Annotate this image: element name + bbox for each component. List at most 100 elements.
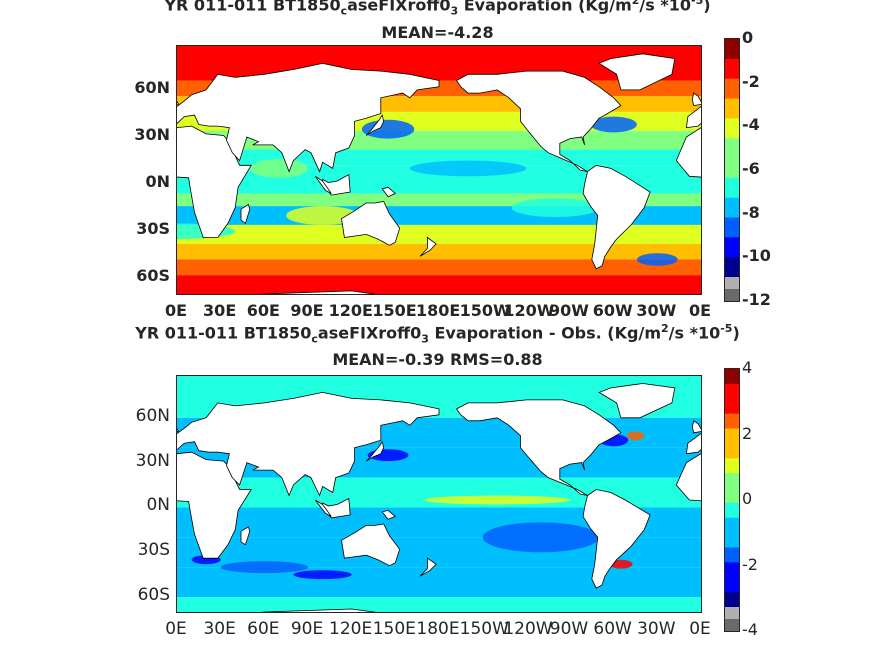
- colorbar-tick-label: 0: [742, 28, 754, 47]
- ocean-anomaly: [286, 206, 359, 225]
- lon-tick-label: 30W: [636, 301, 677, 320]
- map2-title-sup: 2: [660, 322, 669, 335]
- land-africa: [177, 451, 252, 559]
- lon-tick-label: 150W: [459, 619, 509, 639]
- lon-tick-label: 120E: [329, 619, 373, 639]
- map2-colorbar: [724, 368, 740, 632]
- lat-tick-label: 30S: [136, 219, 170, 239]
- colorbar-step: [725, 502, 739, 519]
- land-europe-asia: [685, 433, 701, 455]
- colorbar-tick-label: -12: [742, 290, 771, 309]
- ocean-anomaly: [626, 431, 645, 441]
- map1-title-text: YR 011-011 BT1850: [164, 0, 341, 15]
- map2-stats: MEAN=-0.39 RMS=0.88: [332, 350, 543, 369]
- map1-plot: [176, 45, 702, 295]
- lon-tick-label: 150W: [459, 301, 511, 320]
- ocean-band: [177, 243, 701, 260]
- map2-title-sup2: -5: [720, 322, 733, 335]
- lon-tick-label: 150E: [372, 301, 417, 320]
- lon-tick-label: 0E: [164, 301, 188, 320]
- colorbar-step: [725, 257, 739, 278]
- ocean-anomaly: [636, 253, 678, 266]
- colorbar-step: [725, 532, 739, 548]
- lon-tick-label: 0E: [688, 301, 712, 320]
- ocean-anomaly: [424, 495, 570, 505]
- colorbar-under-light: [725, 277, 739, 289]
- map2-title: YR 011-011 BT1850caseFIXroff03 Evaporati…: [0, 322, 875, 346]
- colorbar-tick-label: 4: [742, 358, 753, 377]
- colorbar-step: [725, 177, 739, 199]
- colorbar-step: [725, 118, 739, 139]
- map2-title-suffix2: /s *10: [668, 323, 721, 343]
- lon-tick-label: 30E: [203, 619, 236, 639]
- land-europe-asia: [685, 106, 701, 129]
- map1-svg: [177, 46, 701, 294]
- colorbar-step: [725, 78, 739, 99]
- land-japan: [365, 114, 385, 136]
- map1-title-sub2: 3: [450, 4, 459, 18]
- land-africa: [675, 453, 701, 502]
- colorbar-step: [725, 517, 739, 534]
- lon-tick-label: 90W: [549, 301, 589, 320]
- colorbar-step: [725, 592, 739, 608]
- colorbar-tick-label: -8: [742, 202, 760, 222]
- land-greenland: [598, 383, 676, 419]
- land-madagascar: [240, 203, 251, 225]
- colorbar-step: [725, 138, 739, 159]
- land-australia: [341, 200, 401, 246]
- lon-tick-label: 60E: [247, 619, 280, 639]
- ocean-band: [177, 597, 701, 612]
- colorbar-step: [725, 369, 739, 385]
- lat-tick-label: 60N: [135, 405, 170, 426]
- map2-title-text: YR 011-011 BT1850: [135, 323, 312, 343]
- colorbar-step: [725, 398, 739, 415]
- lon-tick-label: 60W: [593, 619, 632, 639]
- colorbar-tick-label: 2: [742, 423, 753, 443]
- map2-title-sub2: 3: [421, 332, 429, 346]
- land-antarctica-strip: [261, 290, 377, 294]
- land-uk: [177, 427, 180, 432]
- land-borneo-sumatra: [314, 499, 332, 517]
- colorbar-tick-label: 0: [742, 489, 753, 508]
- lon-tick-label: 30E: [203, 301, 237, 320]
- colorbar-under-dark: [725, 619, 739, 631]
- ocean-anomaly: [293, 570, 352, 580]
- map1-title-sup2: -5: [691, 0, 704, 7]
- land-australia: [341, 523, 401, 567]
- map1-colorbar: [724, 38, 740, 302]
- land-europe-asia: [177, 391, 440, 497]
- land-antarctica-strip: [261, 608, 377, 612]
- lat-tick-label: 0N: [145, 172, 170, 192]
- map2-title-mid: aseFIXroff0: [317, 323, 422, 343]
- map1-title-mid: aseFIXroff0: [347, 0, 451, 15]
- lon-tick-label: 0E: [689, 619, 711, 639]
- colorbar-step: [725, 383, 739, 400]
- lon-tick-label: 120W: [503, 619, 553, 639]
- ocean-anomaly: [361, 119, 415, 139]
- lon-tick-label: 60W: [592, 301, 633, 320]
- land-japan: [365, 440, 385, 462]
- colorbar-step: [725, 413, 739, 429]
- ocean-band: [177, 275, 701, 294]
- land-new-zealand: [419, 236, 437, 257]
- lon-tick-label: 0E: [165, 619, 187, 639]
- land-borneo-sumatra: [314, 175, 332, 194]
- colorbar-step: [725, 443, 739, 459]
- land-uk: [691, 420, 701, 434]
- lat-tick-label: 60S: [136, 266, 170, 286]
- map1-title-suffix2: /s *10: [639, 0, 691, 15]
- ocean-anomaly: [511, 198, 600, 218]
- land-uk: [177, 100, 180, 105]
- map1-title-sub: c: [340, 4, 348, 18]
- land-europe-asia: [177, 62, 440, 173]
- land-africa: [675, 127, 701, 178]
- map2-title-end: ): [732, 323, 740, 343]
- ocean-anomaly: [220, 561, 308, 574]
- ocean-anomaly: [590, 116, 637, 133]
- lon-tick-label: 180E: [416, 301, 461, 320]
- ocean-band: [177, 224, 701, 244]
- lon-tick-label: 90E: [290, 619, 324, 639]
- ocean-anomaly: [409, 160, 527, 177]
- map1-title-suffix: Evaporation (Kg/m: [458, 0, 632, 15]
- colorbar-step: [725, 98, 739, 119]
